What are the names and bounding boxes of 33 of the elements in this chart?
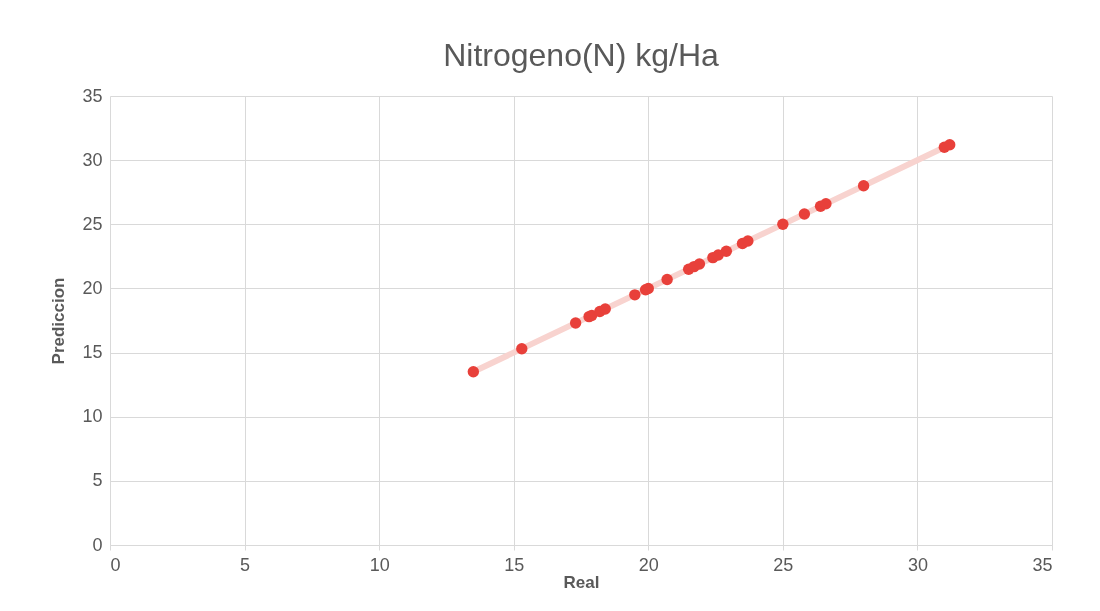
x-tick-label: 15 bbox=[504, 554, 525, 575]
x-axis-title: Real bbox=[563, 572, 600, 592]
y-tick-label: 35 bbox=[82, 85, 103, 106]
point bbox=[798, 208, 811, 220]
point bbox=[742, 235, 754, 247]
chart-title: Nitrogeno(N) kg/Ha bbox=[443, 37, 720, 73]
x-tick-label: 25 bbox=[773, 554, 794, 575]
y-tick-label: 15 bbox=[82, 342, 103, 363]
point bbox=[629, 289, 641, 301]
point bbox=[693, 258, 706, 270]
y-tick-label: 10 bbox=[82, 406, 103, 427]
y-tick-label: 0 bbox=[92, 534, 103, 555]
y-axis-title: Prediccion bbox=[49, 277, 69, 365]
x-tick-label: 10 bbox=[369, 554, 390, 575]
point bbox=[467, 366, 480, 378]
x-tick-label: 20 bbox=[638, 554, 659, 575]
x-tick-label: 5 bbox=[240, 554, 251, 575]
point bbox=[599, 303, 611, 315]
y-tick-label: 20 bbox=[82, 277, 103, 298]
y-tick-label: 25 bbox=[82, 213, 103, 234]
x-tick-label: 30 bbox=[907, 554, 928, 575]
x-tick-label: 0 bbox=[110, 554, 121, 575]
point bbox=[944, 139, 956, 151]
y-tick-label: 30 bbox=[82, 149, 103, 170]
point bbox=[516, 343, 528, 355]
point bbox=[857, 180, 870, 192]
point bbox=[569, 317, 582, 329]
point bbox=[820, 198, 832, 210]
point bbox=[661, 273, 673, 286]
x-tick-label: 35 bbox=[1032, 554, 1053, 575]
point bbox=[720, 245, 733, 257]
point bbox=[777, 218, 789, 230]
y-tick-label: 5 bbox=[92, 470, 103, 491]
